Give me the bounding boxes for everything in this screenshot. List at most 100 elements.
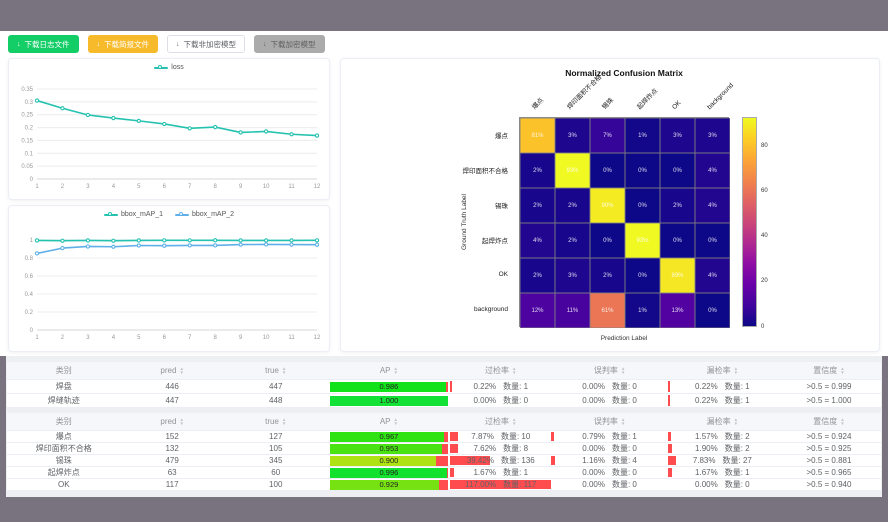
sort-icon[interactable]: ▲ ▼ xyxy=(733,417,739,426)
cm-cell-1-5: 4% xyxy=(695,153,730,188)
svg-text:7: 7 xyxy=(188,184,192,190)
rate-value: 0.79% xyxy=(582,432,605,441)
header-AP[interactable]: AP ▲ ▼ xyxy=(379,366,398,375)
cm-cell-4-4: 89% xyxy=(660,258,695,293)
cell-pred: 132 xyxy=(165,444,179,453)
cm-row-label: 爆点 xyxy=(495,132,508,140)
sort-icon[interactable]: ▲ ▼ xyxy=(281,417,287,426)
rate-value: 0.00% xyxy=(582,396,605,405)
rate-value: 1.90% xyxy=(695,444,718,453)
rate-value: 1.67% xyxy=(695,468,718,477)
download-plain-model-label: 下载非加密模型 xyxy=(183,39,237,49)
header-true[interactable]: true ▲ ▼ xyxy=(265,417,287,426)
svg-text:5: 5 xyxy=(137,184,141,190)
svg-text:2: 2 xyxy=(61,184,65,190)
header-pred[interactable]: pred ▲ ▼ xyxy=(160,366,184,375)
svg-text:0.6: 0.6 xyxy=(25,274,34,280)
cm-cell-2-3: 0% xyxy=(625,188,660,223)
header-漏检率[interactable]: 漏检率 ▲ ▼ xyxy=(706,366,739,375)
sort-icon[interactable]: ▲ ▼ xyxy=(393,417,398,426)
rate-value: 0.00% xyxy=(582,382,605,391)
cell-true: 105 xyxy=(269,444,283,453)
cm-cell-5-5: 0% xyxy=(695,293,730,328)
header-误判率[interactable]: 误判率 ▲ ▼ xyxy=(593,366,626,375)
svg-text:1: 1 xyxy=(35,335,39,341)
sort-icon[interactable]: ▲ ▼ xyxy=(179,417,184,426)
rate-cell: 0.22% 数量: 1 xyxy=(667,394,777,407)
rate-value: 7.62% xyxy=(473,444,497,453)
download-report-button[interactable]: ↓ 下载简报文件 xyxy=(87,35,158,53)
legend-item-bbox_mAP_1[interactable]: bbox_mAP_1 xyxy=(103,211,163,218)
cm-col-label: 爆点 xyxy=(531,96,546,111)
svg-text:0.05: 0.05 xyxy=(21,164,33,170)
sort-icon[interactable]: ▲ ▼ xyxy=(393,366,398,375)
header-AP[interactable]: AP ▲ ▼ xyxy=(379,417,398,426)
ap-remainder-bar xyxy=(442,443,448,454)
rate-count: 数量: 0 xyxy=(503,396,529,405)
cm-cell-5-3: 1% xyxy=(625,293,660,328)
rate-value: 0.00% xyxy=(582,480,605,489)
rate-count: 数量: 27 xyxy=(722,456,752,465)
sort-icon[interactable]: ▲ ▼ xyxy=(840,417,845,426)
header-true[interactable]: true ▲ ▼ xyxy=(265,366,287,375)
sort-icon[interactable]: ▲ ▼ xyxy=(512,366,517,375)
sort-icon[interactable]: ▲ ▼ xyxy=(620,366,626,375)
cell-confidence: >0.5 = 0.881 xyxy=(806,456,852,465)
rate-cell: 117.00% 数量: 117 xyxy=(450,479,552,490)
header-置信度[interactable]: 置信度 ▲ ▼ xyxy=(813,366,845,375)
rate-cell: 0.00% 数量: 0 xyxy=(668,479,777,490)
svg-text:0.15: 0.15 xyxy=(21,138,33,144)
svg-text:1: 1 xyxy=(30,238,34,244)
svg-text:0.3: 0.3 xyxy=(25,100,34,106)
cm-cell-3-5: 0% xyxy=(695,223,730,258)
rate-bar xyxy=(667,456,677,465)
ap-value: 0.996 xyxy=(379,468,399,477)
download-encrypted-model-button[interactable]: ↓ 下载加密模型 xyxy=(254,35,325,53)
cell-class: 锡珠 xyxy=(55,456,72,465)
rate-value: 1.67% xyxy=(473,468,497,477)
rate-count: 数量: 1 xyxy=(503,382,529,391)
cm-cell-3-1: 2% xyxy=(555,223,590,258)
header-漏检率[interactable]: 漏检率 ▲ ▼ xyxy=(706,417,739,426)
cell-ap: 0.986 xyxy=(328,380,450,393)
cell-ap: 0.900 xyxy=(328,455,450,466)
ap-bar xyxy=(330,479,440,490)
colorbar-tick: 80 xyxy=(761,142,768,149)
cell-class: 焊缝轨迹 xyxy=(47,396,80,405)
legend-item-bbox_mAP_2[interactable]: bbox_mAP_2 xyxy=(175,211,234,218)
cm-col-label: 锡珠 xyxy=(601,96,616,111)
sort-icon[interactable]: ▲ ▼ xyxy=(620,417,626,426)
sort-icon[interactable]: ▲ ▼ xyxy=(281,366,287,375)
svg-text:8: 8 xyxy=(214,335,218,341)
cell-pred: 63 xyxy=(167,468,177,477)
cell-true: 448 xyxy=(269,396,283,405)
svg-text:0.2: 0.2 xyxy=(25,126,34,132)
rate-bar xyxy=(450,444,458,453)
download-plain-model-button[interactable]: ↓ 下载非加密模型 xyxy=(167,35,245,53)
cm-cell-1-2: 0% xyxy=(590,153,625,188)
header-过检率[interactable]: 过检率 ▲ ▼ xyxy=(485,417,517,426)
cm-cell-4-3: 0% xyxy=(625,258,660,293)
download-icon: ↓ xyxy=(96,40,101,48)
rate-count: 数量: 8 xyxy=(503,444,529,453)
rate-bar xyxy=(667,395,670,406)
legend-item-loss[interactable]: loss xyxy=(154,64,184,71)
sort-icon[interactable]: ▲ ▼ xyxy=(512,417,517,426)
rate-cell: 0.00% 数量: 0 xyxy=(551,394,667,407)
header-误判率[interactable]: 误判率 ▲ ▼ xyxy=(593,417,626,426)
ap-bar xyxy=(330,381,446,392)
ap-value: 0.953 xyxy=(379,444,399,453)
header-置信度[interactable]: 置信度 ▲ ▼ xyxy=(813,417,845,426)
cell-true: 345 xyxy=(269,456,283,465)
header-类别: 类别 xyxy=(55,366,72,375)
header-过检率[interactable]: 过检率 ▲ ▼ xyxy=(485,366,517,375)
download-log-button[interactable]: ↓ 下载日志文件 xyxy=(8,35,79,53)
rate-cell: 1.90% 数量: 2 xyxy=(667,443,777,454)
sort-icon[interactable]: ▲ ▼ xyxy=(179,366,184,375)
colorbar-tick: 20 xyxy=(761,278,768,285)
sort-icon[interactable]: ▲ ▼ xyxy=(733,366,739,375)
header-pred[interactable]: pred ▲ ▼ xyxy=(160,417,184,426)
sort-icon[interactable]: ▲ ▼ xyxy=(840,366,845,375)
rate-cell: 1.67% 数量: 1 xyxy=(667,467,777,478)
